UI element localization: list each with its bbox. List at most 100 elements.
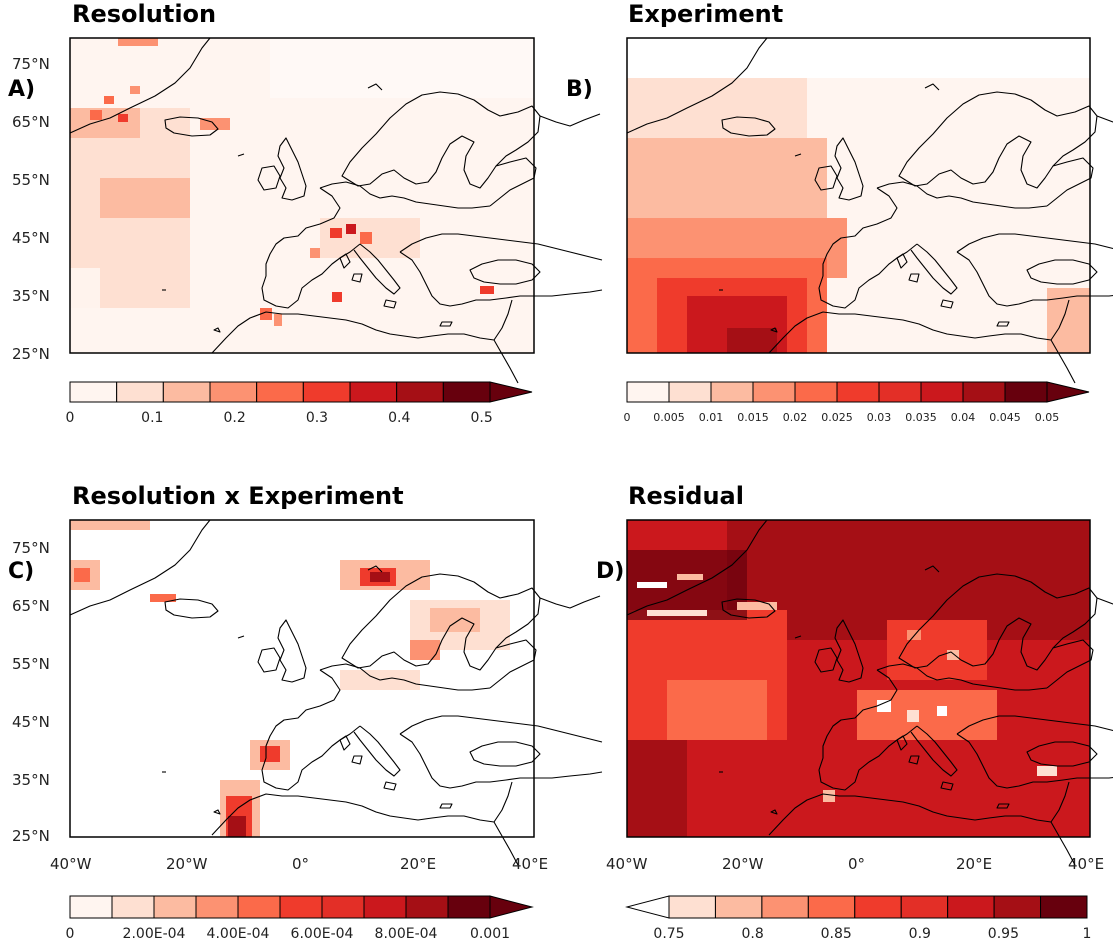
- colorbar-tick-label: 0.1: [141, 410, 164, 426]
- colorbar-segment: [761, 895, 809, 919]
- colorbar-tick-label: 0.9: [908, 926, 931, 942]
- lon-tick-c-40w: 40°W: [50, 855, 92, 873]
- map-panel-a: [69, 37, 603, 384]
- lat-tick-c-35: 35°N: [12, 771, 50, 789]
- colorbar-tick-label: 0.2: [223, 410, 246, 426]
- colorbar-tick-label: 0.045: [989, 411, 1021, 424]
- lon-tick-c-40e: 40°E: [512, 855, 549, 873]
- lon-tick-d-20e: 20°E: [956, 855, 993, 873]
- lat-tick-a-45: 45°N: [12, 229, 50, 247]
- panel-a-label: A): [8, 77, 36, 102]
- lat-tick-c-45: 45°N: [12, 713, 50, 731]
- lat-tick-a-25: 25°N: [12, 345, 50, 363]
- colorbar-tick-label: 0.001: [469, 926, 511, 942]
- colorbar-segment: [1040, 895, 1088, 919]
- colorbar-segment: [752, 381, 796, 403]
- colorbar-segment: [668, 381, 712, 403]
- colorbar-segment: [396, 381, 444, 403]
- colorbar-tick-label: 0.5: [470, 410, 493, 426]
- colorbar-segment: [116, 381, 164, 403]
- lon-tick-d-0: 0°: [848, 855, 866, 873]
- panel-c-title: Resolution x Experiment: [72, 482, 404, 510]
- colorbar-tick-label: 8.00E-04: [374, 926, 438, 942]
- colorbar-tick-label: 0.95: [987, 926, 1019, 942]
- map-panel-b: [626, 37, 1113, 384]
- colorbar-segment: [714, 895, 763, 919]
- panel-d-title: Residual: [628, 482, 744, 510]
- lon-tick-d-20w: 20°W: [722, 855, 764, 873]
- lon-tick-c-20w: 20°W: [166, 855, 208, 873]
- colorbar-tick-label: 0.4: [388, 410, 411, 426]
- colorbar-segment: [111, 895, 155, 919]
- colorbar-segment: [900, 895, 949, 919]
- lat-tick-a-55: 55°N: [12, 171, 50, 189]
- colorbar-segment: [279, 895, 323, 919]
- colorbar-tick-label: 0: [623, 411, 631, 424]
- colorbar-arrow-left: [625, 895, 670, 919]
- colorbar-segment: [162, 381, 211, 403]
- colorbar-segment: [69, 381, 118, 403]
- colorbar-segment: [363, 895, 407, 919]
- colorbar-a: [69, 381, 533, 403]
- colorbar-segment: [256, 381, 304, 403]
- colorbar-tick-label: 0.02: [782, 411, 808, 424]
- colorbar-segment: [836, 381, 880, 403]
- colorbar-tick-label: 0.8: [741, 926, 764, 942]
- map-panel-c: [69, 519, 603, 866]
- colorbar-tick-label: 6.00E-04: [290, 926, 354, 942]
- colorbar-segment: [626, 381, 670, 403]
- colorbar-segment: [349, 381, 398, 403]
- panel-c-label: C): [8, 559, 35, 584]
- colorbar-tick-label: 0: [65, 410, 75, 426]
- colorbar-tick-label: 0.85: [820, 926, 852, 942]
- colorbar-segment: [993, 895, 1042, 919]
- colorbar-segment: [302, 381, 351, 403]
- colorbar-tick-label: 0.3: [305, 410, 329, 426]
- colorbar-arrow-right: [489, 381, 533, 403]
- colorbar-segment: [321, 895, 365, 919]
- colorbar-d: [625, 895, 1088, 919]
- lat-tick-c-25: 25°N: [12, 827, 50, 845]
- colorbar-segment: [807, 895, 856, 919]
- panel-b-title: Experiment: [628, 0, 784, 28]
- colorbar-segment: [794, 381, 838, 403]
- lon-tick-c-20e: 20°E: [400, 855, 437, 873]
- colorbar-segment: [668, 895, 716, 919]
- colorbar-segment: [447, 895, 491, 919]
- colorbar-b: [626, 381, 1090, 403]
- colorbar-tick-label: 0.01: [698, 411, 724, 424]
- lat-tick-a-65: 65°N: [12, 113, 50, 131]
- lat-tick-c-55: 55°N: [12, 655, 50, 673]
- panel-d-label: D): [596, 559, 625, 584]
- colorbar-tick-label: 0.015: [737, 411, 769, 424]
- colorbar-segment: [209, 381, 258, 403]
- colorbar-segment: [878, 381, 922, 403]
- colorbar-tick-label: 0.75: [653, 926, 685, 942]
- colorbar-segment: [962, 381, 1006, 403]
- colorbar-segment: [195, 895, 239, 919]
- colorbar-segment: [947, 895, 995, 919]
- colorbar-tick-label: 0.04: [950, 411, 976, 424]
- colorbar-segment: [405, 895, 449, 919]
- lat-tick-c-65: 65°N: [12, 597, 50, 615]
- colorbar-arrow-right: [1046, 381, 1090, 403]
- colorbar-tick-label: 0.035: [905, 411, 937, 424]
- colorbar-segment: [854, 895, 902, 919]
- colorbar-segment: [69, 895, 113, 919]
- colorbar-segment: [153, 895, 197, 919]
- colorbar-segment: [920, 381, 964, 403]
- colorbar-segment: [1004, 381, 1048, 403]
- lon-tick-c-0: 0°: [292, 855, 310, 873]
- colorbar-tick-label: 0.03: [866, 411, 892, 424]
- panel-b-label: B): [566, 77, 593, 102]
- colorbar-tick-label: 0: [65, 926, 75, 942]
- colorbar-c: [69, 895, 534, 919]
- lat-tick-a-35: 35°N: [12, 287, 50, 305]
- map-panel-d: [626, 519, 1113, 866]
- panel-a-title: Resolution: [72, 0, 217, 28]
- lon-tick-d-40w: 40°W: [606, 855, 648, 873]
- lat-tick-c-75: 75°N: [12, 539, 50, 557]
- lat-tick-a-75: 75°N: [12, 55, 50, 73]
- colorbar-arrow-right: [489, 895, 534, 919]
- colorbar-tick-label: 2.00E-04: [122, 926, 186, 942]
